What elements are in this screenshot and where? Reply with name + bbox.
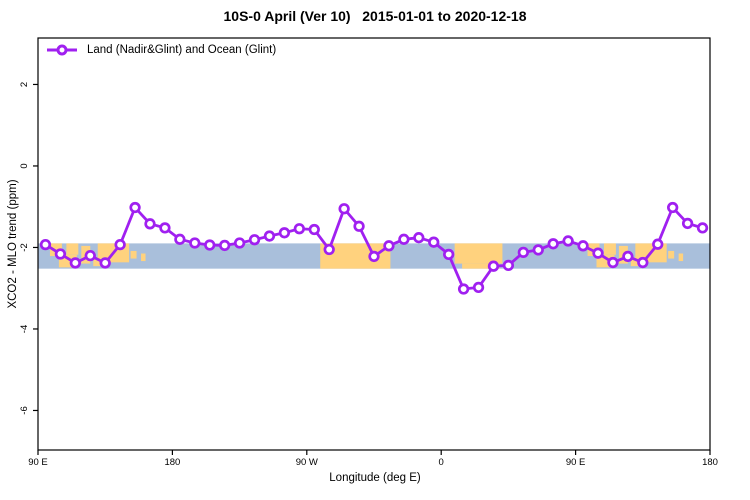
data-point: [248, 234, 261, 246]
data-point: [219, 239, 231, 252]
data-point: [577, 240, 589, 252]
data-point: [308, 223, 320, 236]
data-point: [338, 203, 350, 215]
data-point: [323, 243, 335, 256]
y-tick-label: 0: [19, 163, 30, 168]
data-point: [443, 248, 455, 261]
data-point: [129, 201, 141, 214]
data-point: [39, 238, 52, 251]
x-tick-label: 0: [439, 457, 444, 468]
land-patch: [66, 243, 79, 255]
land-patch: [668, 250, 675, 259]
data-point: [233, 237, 246, 249]
x-tick-label: 90 E: [566, 457, 586, 468]
data-point: [383, 240, 395, 252]
data-point: [398, 233, 410, 245]
plot-frame: [37, 37, 711, 451]
x-tick-label: 90 E: [28, 457, 48, 468]
data-point: [144, 218, 156, 230]
y-tick-label: -6: [19, 406, 30, 414]
data-point: [174, 233, 186, 245]
data-point: [562, 235, 574, 247]
y-tick-label: 2: [19, 82, 30, 87]
x-tick-label: 90 W: [296, 457, 318, 468]
chart-title: 10S-0 April (Ver 10) 2015-01-01 to 2020-…: [223, 8, 527, 24]
y-axis-label: XCO2 - MLO trend (ppm): [7, 179, 19, 309]
data-point: [681, 217, 694, 230]
data-point: [457, 283, 470, 295]
land-patch: [603, 243, 616, 255]
data-point: [278, 227, 291, 239]
x-axis-label: Longitude (deg E): [329, 472, 421, 484]
data-point: [413, 232, 425, 244]
y-tick-label: -2: [19, 243, 30, 251]
data-point: [159, 222, 171, 234]
data-point: [428, 236, 440, 248]
data-point: [652, 238, 664, 250]
data-point: [204, 239, 216, 251]
land-patch: [93, 257, 101, 267]
data-point: [547, 238, 559, 250]
data-point: [592, 247, 604, 259]
data-point: [487, 260, 500, 272]
legend-label: Land (Nadir&Glint) and Ocean (Glint): [87, 44, 277, 56]
data-point: [472, 281, 485, 294]
land-patch: [130, 250, 137, 259]
data-point: [667, 201, 679, 214]
y-tick-label: -4: [19, 325, 30, 333]
land-patch: [462, 263, 500, 269]
data-point: [99, 257, 111, 269]
land-patch: [141, 253, 146, 262]
data-point: [502, 259, 515, 272]
land-patch: [630, 257, 639, 267]
data-point: [637, 256, 649, 269]
data-point: [517, 246, 529, 259]
data-point: [532, 244, 544, 256]
data-point: [607, 256, 619, 269]
data-point: [114, 238, 126, 251]
land-patch: [678, 253, 684, 262]
data-point: [54, 248, 67, 260]
legend: Land (Nadir&Glint) and Ocean (Glint): [46, 44, 276, 56]
data-point: [622, 250, 634, 263]
data-point: [263, 230, 276, 242]
legend-marker-icon: [47, 44, 77, 56]
data-point: [368, 250, 380, 263]
data-point: [69, 257, 81, 269]
land-patch: [454, 243, 503, 264]
x-tick-label: 180: [702, 457, 718, 468]
data-point: [189, 237, 201, 249]
data-point: [696, 222, 709, 234]
data-point: [293, 223, 305, 235]
data-point: [353, 220, 365, 232]
data-point: [84, 249, 96, 262]
x-tick-label: 180: [164, 457, 180, 468]
